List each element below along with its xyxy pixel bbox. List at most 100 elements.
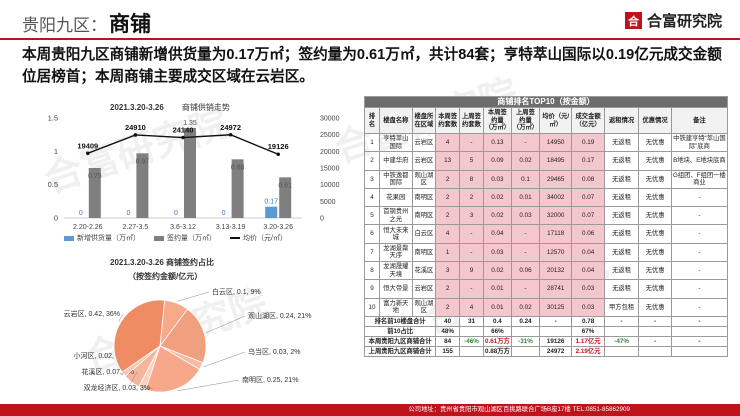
price-data-label: 19409 bbox=[77, 141, 98, 150]
table-cell: - bbox=[670, 297, 729, 317]
table-cell: 0.17 bbox=[571, 151, 605, 171]
table-cell: 2 bbox=[363, 151, 381, 171]
table-cell: 6 bbox=[363, 224, 381, 244]
sales-share-pie: 白云区, 0.1, 9% 观山湖区, 0.24, 21% 乌当区, 0.03, 2%… bbox=[64, 287, 311, 393]
brand: 合 合富研究院 bbox=[624, 10, 722, 31]
y-left-tick-label: 1.5 bbox=[48, 114, 58, 123]
table-cell: 20132 bbox=[538, 261, 573, 281]
table-cell: 首钢贵州之光 bbox=[379, 206, 413, 226]
legend-label: 新增供货量（万㎡） bbox=[77, 235, 140, 242]
table-cell: 无返租 bbox=[603, 132, 640, 153]
pie-leader-line bbox=[130, 371, 138, 384]
table-cell: - bbox=[670, 206, 729, 226]
table-cell: 南明区 bbox=[411, 187, 437, 208]
table-cell: 0.4 bbox=[482, 315, 512, 327]
table-cell: 0.02 bbox=[510, 297, 540, 317]
table-summary-row: 上周贵阳九区商铺合计 155 0.88万方 24972 2.19亿元 bbox=[363, 345, 729, 357]
table-cell: - bbox=[510, 242, 540, 263]
table-cell: 花果园 bbox=[379, 187, 413, 208]
table-cell: 无返租 bbox=[603, 261, 640, 281]
table-cell: 1.17亿元 bbox=[571, 335, 605, 347]
table-cell: 155 bbox=[435, 345, 461, 357]
pie-label: 小河区, 0.02, 2% bbox=[73, 351, 126, 360]
price-point bbox=[228, 132, 233, 137]
x-tick-label: 3.6-3.12 bbox=[170, 224, 196, 231]
price-point bbox=[86, 151, 90, 156]
table-cell: 无返租 bbox=[603, 187, 640, 208]
table-cell: 0.88万方 bbox=[482, 345, 512, 357]
table-cell: - bbox=[670, 261, 729, 281]
table-cell: 本周贵阳九区商铺合计 bbox=[363, 335, 437, 347]
table-cell: -46% bbox=[459, 335, 484, 347]
table-cell: 0.04 bbox=[482, 224, 512, 244]
table-row: 4 花果园 南明区 2 2 0.02 0.01 34002 0.07 无返租 无优惠 - bbox=[363, 187, 729, 208]
table-cell: 观山湖区 bbox=[411, 297, 437, 317]
table-row: 7 龙湖景粼天序 南明区 1-0.03-12570 0.04 无返租 无优惠 - bbox=[363, 242, 729, 263]
sales-data-label: 1.35 bbox=[183, 120, 197, 127]
table-cell: 5 bbox=[459, 151, 484, 171]
table-cell: 9 bbox=[459, 261, 484, 281]
table-cell: - bbox=[459, 242, 484, 263]
page-title: 商铺 bbox=[109, 13, 151, 36]
table-cell: 2.19亿元 bbox=[571, 345, 605, 357]
table-cell: 12570 bbox=[538, 242, 573, 263]
legend-swatch bbox=[64, 235, 74, 241]
chart1-date: 2021.3.20-3.26 bbox=[110, 103, 164, 112]
headline: 本周贵阳九区商铺新增供货量为0.17万㎡；签约量为0.61万㎡，共计84套；亨特… bbox=[22, 47, 722, 85]
table-cell: - bbox=[670, 315, 729, 327]
table-header-cell: 楼盘所在区域 bbox=[411, 107, 437, 134]
table-cell: - bbox=[510, 224, 540, 244]
region-label: 贵阳九区：商铺 bbox=[22, 8, 151, 38]
chart1-subtitle: 商铺供销走势 bbox=[181, 103, 230, 112]
table-summary-row: 本周贵阳九区商铺合计 84 -46% 0.61万方 -31% 19126 1.17亿元 -47… bbox=[363, 335, 729, 347]
table-cell: 中建华府 bbox=[379, 151, 413, 171]
table-cell: 恒大帝景 bbox=[379, 279, 413, 299]
table-cell: - bbox=[538, 315, 573, 327]
y-right-tick-label: 25000 bbox=[320, 132, 340, 139]
table-cell: 30125 bbox=[538, 297, 573, 317]
legend-label: 签约量（万㎡） bbox=[167, 235, 216, 242]
table-cell: 无返租 bbox=[603, 279, 640, 299]
brand-name: 合富研究院 bbox=[646, 13, 722, 30]
table-cell: 8 bbox=[459, 169, 484, 189]
legend-label: 均价（元/㎡） bbox=[243, 235, 287, 242]
table-cell: 29465 bbox=[538, 169, 573, 189]
table-cell: 无优惠 bbox=[638, 279, 672, 299]
supply-data-label: 0.17 bbox=[264, 199, 278, 206]
brand-logo-icon: 合 bbox=[624, 12, 642, 29]
chart2-subtitle: （按签约金额/亿元） bbox=[128, 272, 203, 281]
table-cell: - bbox=[670, 187, 729, 208]
chart2-title-text: 2021.3.20-3.26 商铺签约占比 bbox=[110, 258, 215, 267]
chart2-title: 2021.3.20-3.26 商铺签约占比 （按签约金额/亿元） bbox=[110, 256, 214, 284]
table-cell: 0.03 bbox=[571, 279, 605, 299]
table-cell: 0.01 bbox=[482, 279, 512, 299]
pie-label: 乌当区, 0.03, 2% bbox=[248, 347, 301, 356]
table-cell: 云岩区 bbox=[411, 279, 437, 299]
legend-item-supply: 新增供货量（万㎡） bbox=[64, 233, 140, 243]
sales-data-label: 0.88 bbox=[231, 164, 245, 171]
pie-label: 白云区, 0.1, 9% bbox=[212, 287, 261, 296]
table-cell: 0.06 bbox=[571, 224, 605, 244]
bar-sales bbox=[184, 128, 196, 218]
table-cell bbox=[538, 325, 573, 337]
table-cell bbox=[510, 345, 540, 357]
table-cell: 84 bbox=[435, 335, 461, 347]
table-cell: 13 bbox=[435, 151, 461, 171]
y-right-tick-label: 15000 bbox=[320, 166, 340, 173]
table-cell: - bbox=[459, 132, 484, 153]
table-cell: 排名前10楼盘合计 bbox=[363, 315, 437, 327]
table-cell: 0.19 bbox=[571, 132, 605, 153]
pie-label: 双龙经济区, 0.03, 3% bbox=[83, 383, 150, 392]
table-cell: 2 bbox=[435, 206, 461, 226]
table-cell: 18495 bbox=[538, 151, 573, 171]
pie-slice bbox=[159, 308, 207, 364]
table-header-cell: 返租情况 bbox=[603, 107, 640, 134]
table-cell: -47% bbox=[603, 335, 640, 347]
table-cell: - bbox=[670, 242, 729, 263]
table-header-cell: 备注 bbox=[670, 107, 729, 134]
x-tick-label: 3.13-3.19 bbox=[216, 224, 246, 231]
pie-slice bbox=[145, 345, 201, 393]
table-row: 9 恒大帝景 云岩区 2-0.01-28741 0.03 无返租 无优惠 - bbox=[363, 279, 729, 299]
table-cell: 10 bbox=[363, 297, 381, 317]
table-row: 1 亨特萃山国际 云岩区 4-0.13-14950 0.19 无返租 无优惠 中铁建亨特“萃山… bbox=[363, 132, 729, 153]
